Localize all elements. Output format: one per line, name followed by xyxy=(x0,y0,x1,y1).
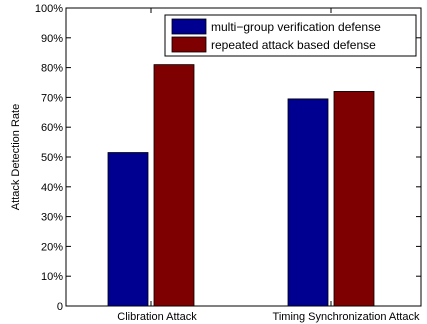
bars-group xyxy=(107,64,375,307)
bar-0-1 xyxy=(287,98,329,307)
y-tick-label: 60% xyxy=(41,122,63,134)
y-tick-label: 30% xyxy=(41,212,63,224)
y-tick-label: 40% xyxy=(41,182,63,194)
legend-label-1: repeated attack based defense xyxy=(211,38,376,52)
legend-label-0: multi−group verification defense xyxy=(211,20,381,34)
legend-swatch-1 xyxy=(171,36,207,53)
y-tick-label: 100% xyxy=(35,3,63,15)
y-ticks-group: 0 10% 20% 30% 40% 50% 60% 70% 80% 90% 100% xyxy=(35,3,421,313)
y-tick-label: 80% xyxy=(41,63,63,75)
y-tick-label: 10% xyxy=(41,271,63,283)
legend-box xyxy=(164,14,417,57)
y-tick-label: 20% xyxy=(41,241,63,253)
legend: multi−group verification defense repeate… xyxy=(164,14,417,57)
y-axis-label: Attack Detection Rate xyxy=(10,104,22,210)
bar-1-0 xyxy=(153,64,195,307)
x-tick-label: Clibration Attack xyxy=(117,311,197,323)
bar-0-0 xyxy=(107,152,149,307)
y-tick-label: 50% xyxy=(41,152,63,164)
x-tick-label: Timing Synchronization Attack xyxy=(273,311,420,323)
bar-1-1 xyxy=(333,91,375,307)
x-ticks-group: Clibration Attack Timing Synchronization … xyxy=(117,8,420,323)
y-tick-label: 70% xyxy=(41,92,63,104)
y-tick-label: 0 xyxy=(57,301,63,313)
legend-swatch-0 xyxy=(171,18,207,35)
y-tick-label: 90% xyxy=(41,33,63,45)
